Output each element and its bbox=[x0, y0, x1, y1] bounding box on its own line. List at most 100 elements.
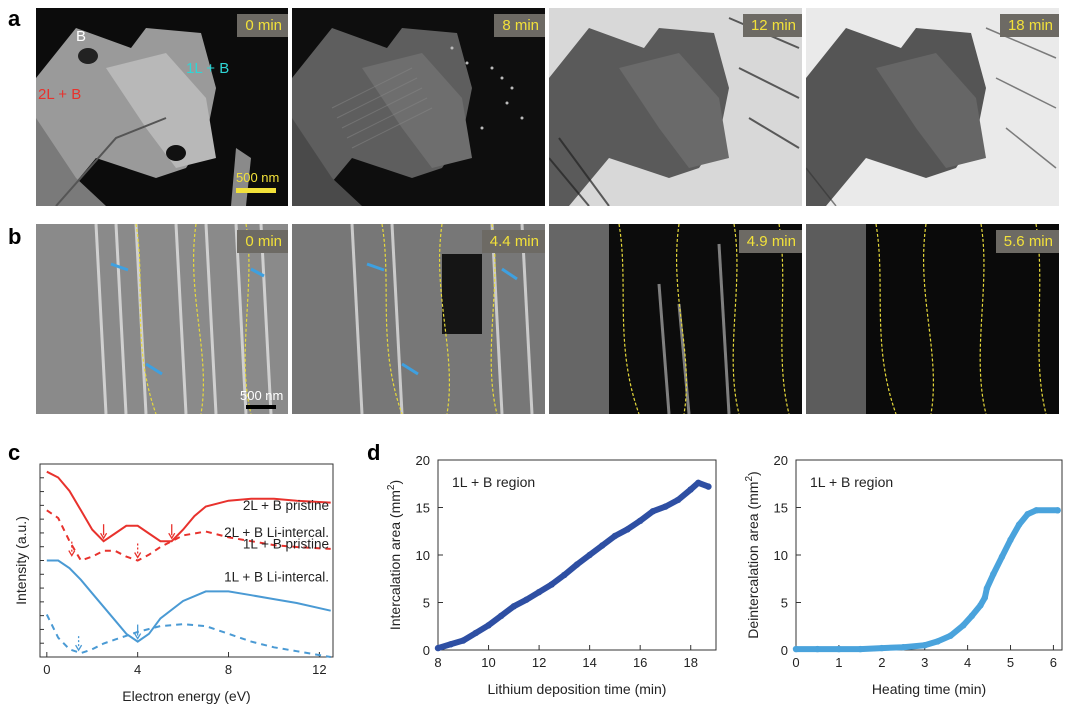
plot-d0-point bbox=[472, 629, 480, 637]
plot-c-series-3 bbox=[45, 614, 331, 658]
plot-c-arrowhead-4 bbox=[134, 633, 142, 640]
plot-d1-ylabel-end: ) bbox=[745, 471, 761, 476]
plot-d0-point bbox=[705, 483, 712, 490]
micrograph-a-1-texture bbox=[292, 8, 545, 206]
micrograph-a-3: 18 min bbox=[806, 8, 1059, 206]
plot-d0-xlabel: Lithium deposition time (min) bbox=[488, 681, 667, 697]
plot-c-xtick-label: 8 bbox=[225, 662, 232, 677]
plot-d1-series bbox=[793, 507, 1061, 653]
plot-d1-ytick-label: 0 bbox=[781, 643, 788, 658]
panel-letter-d: d bbox=[367, 440, 381, 465]
plot-c-svg: 0 4 8 12 Electron energy (eV) Intensity (a.u.… bbox=[13, 463, 334, 704]
plot-c-series-label-1: 2L + B Li-intercal. bbox=[224, 525, 329, 540]
plot-d1-point bbox=[814, 645, 821, 653]
plot-d-left: 8 10 12 14 16 18 0 5 10 15 20 Lithium deposition ti… bbox=[370, 440, 720, 707]
plot-d0-ytick-label: 10 bbox=[416, 548, 430, 563]
plot-d1-point bbox=[1024, 510, 1031, 518]
plot-d0-point bbox=[573, 561, 581, 568]
micrograph-a-2: 12 min bbox=[549, 8, 802, 206]
plot-c-arrowhead-0 bbox=[100, 532, 108, 540]
plot-c-series-2 bbox=[46, 559, 331, 643]
plot-d0-ylabel-sup: 2 bbox=[386, 484, 397, 490]
micrograph-a-0: B 1L + B 2L + B 500 nm 0 min bbox=[36, 8, 288, 206]
plot-d1-ytick-label: 20 bbox=[774, 453, 788, 468]
micrograph-b-2-texture bbox=[549, 224, 802, 414]
time-badge-a-3: 18 min bbox=[999, 14, 1059, 37]
plot-d0-point bbox=[611, 532, 619, 540]
plot-d1-point bbox=[990, 570, 997, 578]
plot-d1-xlabel: Heating time (min) bbox=[872, 681, 986, 697]
plot-d0-point bbox=[695, 479, 702, 486]
plot-d1-xtick-label: 0 bbox=[792, 655, 799, 670]
plot-d1-point bbox=[1015, 521, 1023, 528]
plot-d1-ylabel: Deintercalation area (mm2) bbox=[744, 471, 761, 638]
plot-d-right-svg: 0 1 2 3 4 5 6 0 5 10 15 20 Heating time (min) Deinter… bbox=[744, 453, 1063, 697]
plot-d1-xtick-label: 6 bbox=[1050, 655, 1057, 670]
plot-c-xlabel: Electron energy (eV) bbox=[122, 688, 250, 704]
plot-d1-ytick-label: 15 bbox=[774, 501, 788, 516]
plot-d1-point bbox=[968, 612, 976, 619]
plot-d1-point bbox=[947, 632, 954, 639]
plot-c-arrowhead-2 bbox=[68, 550, 76, 557]
scale-bar-label-a: 500 nm bbox=[236, 170, 280, 185]
plot-d1-point bbox=[960, 622, 967, 629]
time-badge-a-1: 8 min bbox=[494, 14, 545, 37]
time-badge-b-1: 4.4 min bbox=[481, 230, 545, 253]
plot-d1-point bbox=[835, 645, 843, 653]
scale-bar-b bbox=[246, 405, 276, 409]
plot-d0-point bbox=[599, 542, 606, 549]
plot-c-arrowhead-1 bbox=[168, 532, 176, 540]
plot-c-ylabel: Intensity (a.u.) bbox=[13, 516, 29, 605]
plot-d1-ylabel-sup: 2 bbox=[744, 476, 755, 482]
plot-d1-point bbox=[981, 594, 988, 601]
plot-d1-point bbox=[977, 602, 984, 609]
plot-c-xtick-label: 0 bbox=[43, 662, 50, 677]
plot-c-arrowhead-5 bbox=[75, 644, 83, 652]
plot-d1-xtick-label: 4 bbox=[964, 655, 971, 670]
micrograph-a-2-texture bbox=[549, 8, 802, 206]
plot-d0-point bbox=[674, 496, 682, 504]
panel-letter-a: a bbox=[8, 6, 21, 31]
panel-letter-c: c bbox=[8, 440, 21, 465]
plot-c-series-label-2: 1L + B pristine bbox=[243, 536, 329, 551]
plot-d0-xtick-label: 14 bbox=[582, 655, 596, 670]
plot-d1-point bbox=[1054, 507, 1061, 514]
plot-d0-point bbox=[687, 486, 694, 493]
plot-d0-point bbox=[535, 588, 543, 596]
plot-d0-point bbox=[485, 622, 492, 629]
label-1l-b: 1L + B bbox=[186, 60, 230, 77]
plot-c-arrowhead-3 bbox=[134, 552, 142, 559]
plot-c-frame bbox=[39, 463, 334, 658]
plot-d1-point bbox=[934, 638, 941, 645]
plot-c-series-label-3: 1L + B Li-intercal. bbox=[224, 569, 329, 584]
plot-d0-ytick-label: 0 bbox=[423, 643, 430, 658]
plot-d0-ylabel-end: ) bbox=[387, 480, 403, 485]
time-badge-a-0: 0 min bbox=[237, 14, 288, 37]
panel-letter-b: b bbox=[8, 224, 22, 249]
time-badge-b-2: 4.9 min bbox=[738, 230, 802, 253]
plot-d0-ytick-label: 20 bbox=[416, 453, 430, 468]
time-badge-b-0: 0 min bbox=[237, 230, 288, 253]
plot-c-series-1 bbox=[46, 509, 331, 562]
plot-d0-ytick-label: 5 bbox=[423, 596, 430, 611]
plot-c: 0 4 8 12 Electron energy (eV) Intensity (a.u.… bbox=[0, 440, 360, 707]
plot-d-right: 0 1 2 3 4 5 6 0 5 10 15 20 Heating time (min) Deinter… bbox=[728, 440, 1080, 707]
plot-d1-point bbox=[921, 642, 928, 649]
plot-d0-point bbox=[636, 517, 644, 524]
plot-d0-annotation: 1L + B region bbox=[452, 474, 535, 490]
plot-d1-xtick-label: 2 bbox=[878, 655, 885, 670]
plot-d-left-svg: 8 10 12 14 16 18 0 5 10 15 20 Lithium deposition ti… bbox=[386, 453, 717, 697]
scale-bar-a bbox=[236, 188, 276, 193]
plot-d1-point bbox=[998, 553, 1006, 561]
plot-d1-point bbox=[1033, 507, 1040, 514]
plot-c-series-label-0: 2L + B pristine bbox=[243, 498, 329, 513]
plot-d0-point bbox=[510, 603, 518, 610]
plot-d1-ylabel-main: Deintercalation area (mm bbox=[745, 482, 761, 639]
time-badge-a-2: 12 min bbox=[742, 14, 802, 37]
plot-d0-point bbox=[561, 571, 568, 579]
plot-d0-ytick-label: 15 bbox=[416, 501, 430, 516]
plot-d0-point bbox=[460, 637, 467, 644]
plot-d0-xtick-label: 18 bbox=[683, 655, 697, 670]
plot-d1-point bbox=[878, 644, 886, 652]
plot-d0-xtick-label: 12 bbox=[532, 655, 546, 670]
